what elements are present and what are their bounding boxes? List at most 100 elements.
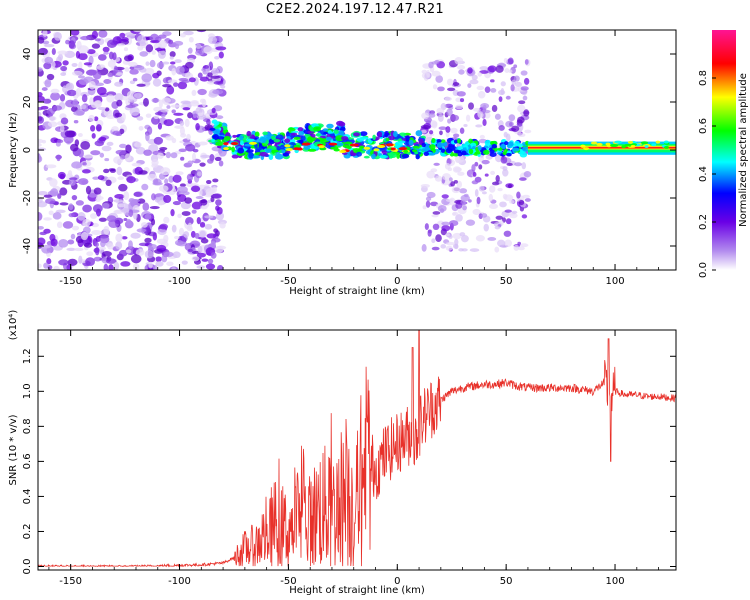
spectral-blob	[105, 179, 112, 187]
spectral-blob	[199, 230, 206, 238]
spectral-blob	[42, 30, 48, 37]
spectral-blob	[524, 198, 531, 202]
spectral-blob	[78, 133, 83, 138]
spectral-blob	[72, 98, 79, 108]
spectral-blob	[394, 143, 401, 149]
spectral-blob	[99, 152, 105, 158]
spectral-blob	[231, 146, 236, 153]
spectral-blob	[507, 57, 514, 65]
spectral-blob	[318, 145, 326, 149]
spectral-blob	[42, 40, 50, 45]
spectral-blob	[93, 116, 99, 122]
spectral-blob	[215, 46, 227, 51]
spectral-blob	[215, 245, 224, 254]
spectral-blob	[490, 88, 497, 93]
spectral-blob	[517, 246, 525, 251]
spectral-blob	[174, 125, 184, 129]
spectral-blob	[75, 87, 82, 97]
spectral-blob	[524, 59, 529, 65]
spectral-blob	[211, 138, 215, 143]
spectral-blob	[136, 228, 147, 233]
spectral-blob	[90, 124, 96, 132]
spectral-blob	[475, 124, 483, 128]
spectral-blob	[196, 30, 207, 33]
spectral-blob	[218, 160, 224, 167]
strong-band-core	[527, 146, 676, 149]
spectral-blob	[169, 51, 176, 58]
spectral-blob	[446, 78, 454, 86]
spectral-blob	[123, 47, 129, 52]
spectral-blob	[494, 246, 500, 253]
spectral-blob	[185, 217, 194, 226]
spectral-blob	[45, 164, 57, 169]
spectral-blob	[38, 36, 45, 44]
spectral-blob	[441, 224, 451, 232]
spectral-blob	[150, 40, 160, 44]
spectral-blob	[502, 166, 508, 171]
spectral-blob	[338, 121, 346, 127]
spectral-blob	[200, 238, 209, 244]
spectral-blob	[434, 175, 443, 182]
spectral-blob	[151, 264, 158, 270]
spectral-blob	[151, 218, 156, 226]
spectral-blob	[293, 136, 301, 141]
spectral-blob	[451, 186, 461, 194]
spectral-blob	[116, 166, 123, 176]
spectral-blob	[162, 61, 170, 65]
spectrogram-y-label: Frequency (Hz)	[8, 112, 19, 188]
y-tick-label: 0.6	[22, 453, 33, 469]
spectral-blob	[310, 133, 316, 138]
spectral-blob	[38, 153, 42, 163]
spectral-blob	[48, 210, 54, 216]
spectral-blob	[373, 148, 380, 152]
spectral-blob	[511, 125, 520, 132]
spectral-blob	[223, 147, 229, 151]
spectral-blob	[421, 112, 430, 120]
spectral-blob	[134, 141, 142, 148]
spectral-blob	[107, 72, 114, 77]
y-tick-label: 0	[22, 147, 33, 153]
spectral-blob	[153, 115, 160, 119]
spectral-blob	[428, 61, 434, 69]
spectral-blob	[420, 124, 431, 129]
spectral-blob	[326, 123, 334, 129]
spectral-blob	[187, 112, 193, 119]
spectral-blob	[218, 51, 224, 59]
spectral-blob	[463, 193, 469, 198]
spectral-blob	[307, 148, 317, 152]
spectral-blob	[113, 199, 124, 203]
spectral-blob	[38, 92, 43, 97]
chart-title: C2E2.2024.197.12.47.R21	[266, 2, 444, 17]
spectral-blob	[206, 233, 217, 239]
spectral-blob	[461, 143, 468, 148]
spectral-blob	[56, 154, 61, 162]
spectral-blob	[524, 129, 532, 134]
spectral-blob	[498, 125, 505, 131]
spectral-blob	[180, 133, 187, 138]
spectral-blob	[103, 168, 110, 174]
spectral-blob	[429, 144, 436, 150]
spectral-blob	[523, 109, 530, 117]
spectral-blob	[129, 106, 140, 116]
spectral-blob	[107, 243, 114, 250]
spectral-blob	[517, 104, 526, 113]
spectral-blob	[436, 142, 443, 149]
spectral-blob	[220, 84, 226, 89]
spectral-blob	[490, 79, 495, 83]
spectral-blob	[48, 116, 57, 121]
spectral-blob	[503, 230, 512, 237]
snr-y-multiplier: (x10⁴)	[8, 310, 19, 341]
spectral-blob	[491, 181, 500, 186]
spectral-blob	[458, 69, 465, 75]
snr-panel: -150 -100 -50 0 50 100 0.00.20.40.60.81.01.2 …	[8, 310, 677, 596]
spectral-blob	[259, 149, 266, 153]
spectral-blob	[163, 119, 174, 127]
spectral-blob	[185, 143, 196, 152]
spectral-blob	[46, 108, 55, 116]
spectral-blob	[91, 43, 101, 49]
spectral-blob	[56, 139, 64, 144]
spectral-blob	[172, 200, 181, 206]
spectral-blob	[223, 136, 231, 141]
spectral-blob	[93, 187, 102, 195]
spectral-blob	[174, 59, 182, 64]
